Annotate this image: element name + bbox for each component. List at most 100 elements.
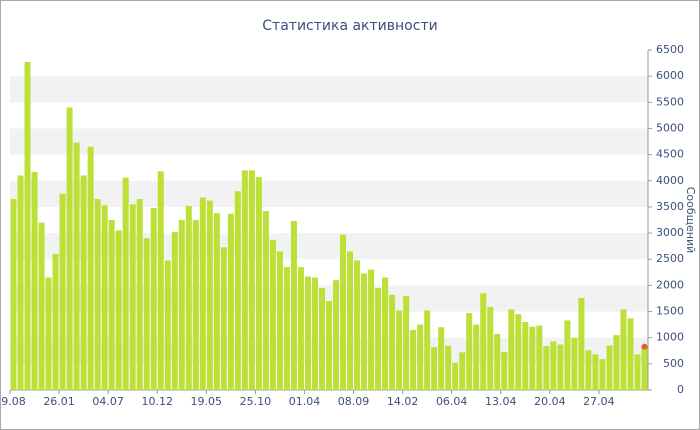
x-tick-label: 08.09 [338, 395, 370, 408]
bar [340, 234, 347, 390]
y-tick-label: 3000 [656, 226, 684, 239]
bar [627, 318, 634, 390]
bar [522, 322, 529, 390]
bar [220, 247, 227, 390]
bar [94, 199, 101, 390]
bar [73, 142, 80, 390]
bar [185, 205, 192, 390]
x-tick-label: 20.04 [534, 395, 566, 408]
bar [38, 222, 45, 390]
y-axis-label: Сообщений [684, 187, 697, 254]
bar [578, 297, 585, 390]
bar [494, 334, 501, 390]
bar [283, 267, 290, 390]
bar [213, 213, 220, 390]
bar [87, 146, 94, 390]
y-tick-label: 6000 [656, 69, 684, 82]
bar [424, 310, 431, 390]
bar [389, 294, 396, 390]
bar [241, 170, 248, 390]
x-tick-label: 13.04 [485, 395, 517, 408]
highlight-point [641, 343, 648, 350]
bar [550, 341, 557, 390]
bar [438, 327, 445, 390]
bar [641, 346, 648, 390]
bar [501, 351, 508, 390]
bar [347, 251, 354, 390]
y-tick-label: 5000 [656, 121, 684, 134]
bar [508, 309, 515, 390]
bar [157, 171, 164, 390]
bar [311, 277, 318, 390]
bar [178, 220, 185, 390]
bar [199, 197, 206, 390]
bar [564, 320, 571, 390]
bar [31, 171, 38, 390]
bar [10, 199, 17, 390]
y-tick-label: 2000 [656, 278, 684, 291]
x-tick-label: 10.12 [141, 395, 173, 408]
bar [234, 191, 241, 390]
bar [269, 239, 276, 390]
bar [634, 354, 641, 390]
bar [150, 207, 157, 390]
x-tick-label: 26.01 [43, 395, 75, 408]
x-tick-label: 25.10 [240, 395, 272, 408]
y-tick-label: 4000 [656, 174, 684, 187]
y-tick-label: 2500 [656, 252, 684, 265]
y-tick-label: 0 [677, 383, 684, 396]
bar [557, 344, 564, 390]
bar [108, 220, 115, 390]
bar [515, 314, 522, 390]
bar [620, 309, 627, 390]
bar [592, 354, 599, 390]
bar [332, 280, 340, 390]
x-tick-label: 14.02 [387, 395, 419, 408]
bar [45, 277, 52, 390]
bar [80, 175, 87, 390]
bar [529, 326, 536, 390]
grid-band [10, 128, 648, 155]
bar [382, 277, 389, 390]
bar [585, 350, 592, 390]
bar [115, 230, 122, 390]
y-tick-label: 3500 [656, 200, 684, 213]
x-tick-label: 04.07 [92, 395, 124, 408]
bar [262, 211, 269, 390]
x-tick-label: 19.08 [0, 395, 26, 408]
bar [606, 345, 613, 390]
bar [431, 347, 438, 390]
bar [192, 220, 199, 390]
bar [543, 346, 550, 390]
bar [396, 310, 403, 390]
bar [66, 107, 73, 391]
grid-band [10, 180, 648, 207]
bar [403, 295, 410, 390]
bar [613, 335, 620, 390]
bar [227, 213, 234, 390]
bar [59, 193, 66, 390]
bar [17, 175, 24, 390]
bar [129, 204, 136, 390]
bar [325, 301, 333, 390]
x-tick-label: 19.05 [191, 395, 223, 408]
bar [164, 260, 171, 390]
y-tick-label: 6500 [656, 43, 684, 56]
bar [143, 238, 150, 390]
bar [171, 232, 178, 390]
bar [276, 251, 283, 390]
bar [487, 306, 494, 390]
x-tick-label: 01.04 [289, 395, 321, 408]
bar [136, 199, 143, 390]
bar [571, 337, 578, 390]
bar [410, 329, 417, 390]
grid-band [10, 76, 648, 103]
bar [318, 288, 326, 390]
bar [248, 170, 255, 390]
y-tick-label: 1500 [656, 305, 684, 318]
bar [52, 254, 59, 390]
x-tick-label: 27.04 [583, 395, 615, 408]
y-tick-label: 1000 [656, 331, 684, 344]
bar [24, 62, 31, 391]
